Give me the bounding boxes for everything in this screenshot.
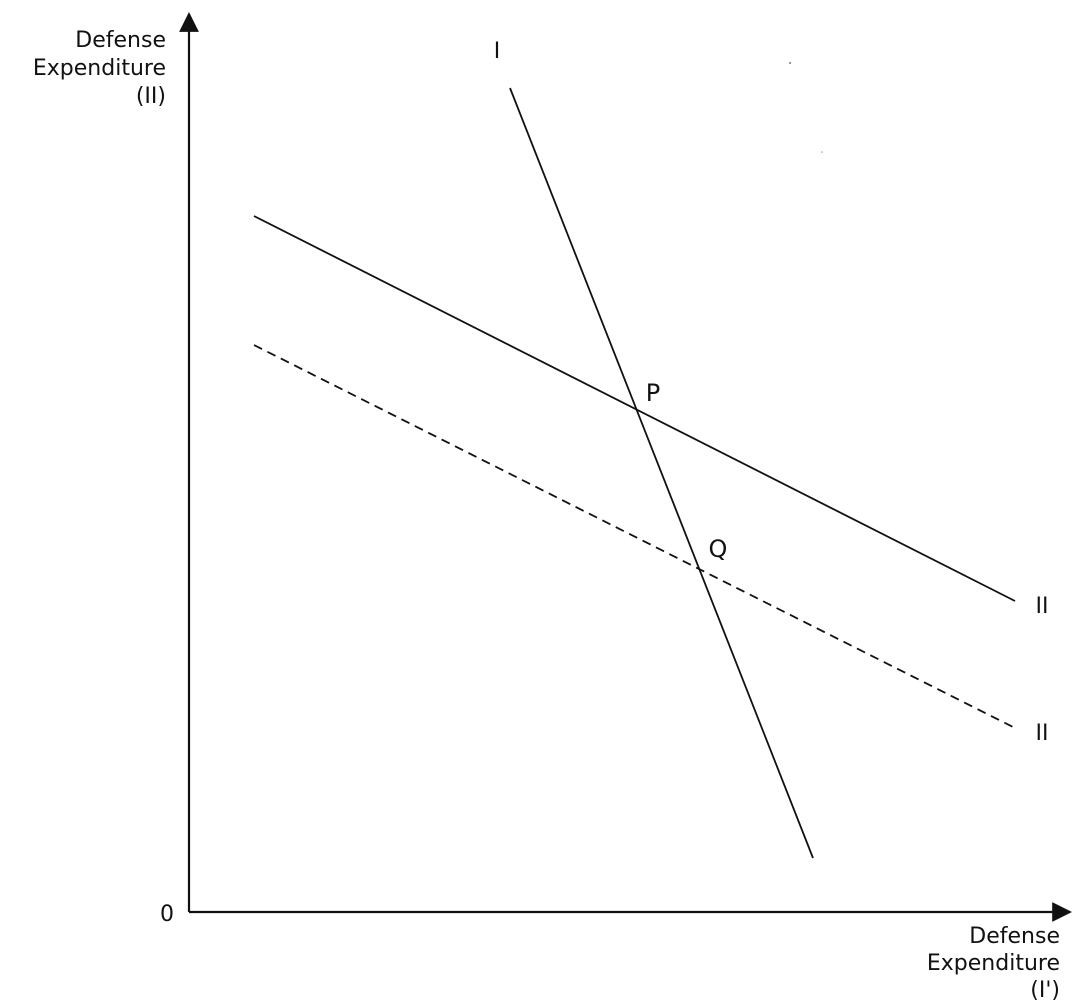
curve-reaction-II-shifted (253, 344, 1016, 729)
y-axis-label-line-3: (II) (136, 84, 166, 109)
curve-reaction-I (509, 87, 814, 859)
x-axis-label-line-2: Expenditure (927, 951, 1060, 976)
point-label-P: P (646, 379, 660, 407)
y-axis-label-line-1: Defense (75, 28, 166, 53)
y-axis-label-line-2: Expenditure (33, 56, 166, 81)
curve-label-II-solid: II (1036, 594, 1049, 619)
curve-label-II-dashed: II (1036, 721, 1049, 746)
origin-label: 0 (160, 902, 174, 927)
curve-label-I: I (494, 39, 501, 64)
x-axis-label-line-1: Defense (969, 924, 1060, 949)
scan-speck (821, 151, 823, 153)
scan-speck (789, 62, 791, 64)
x-axis-label-line-3: (I') (1030, 978, 1060, 1003)
curve-reaction-II (253, 215, 1016, 602)
point-label-Q: Q (709, 535, 728, 563)
